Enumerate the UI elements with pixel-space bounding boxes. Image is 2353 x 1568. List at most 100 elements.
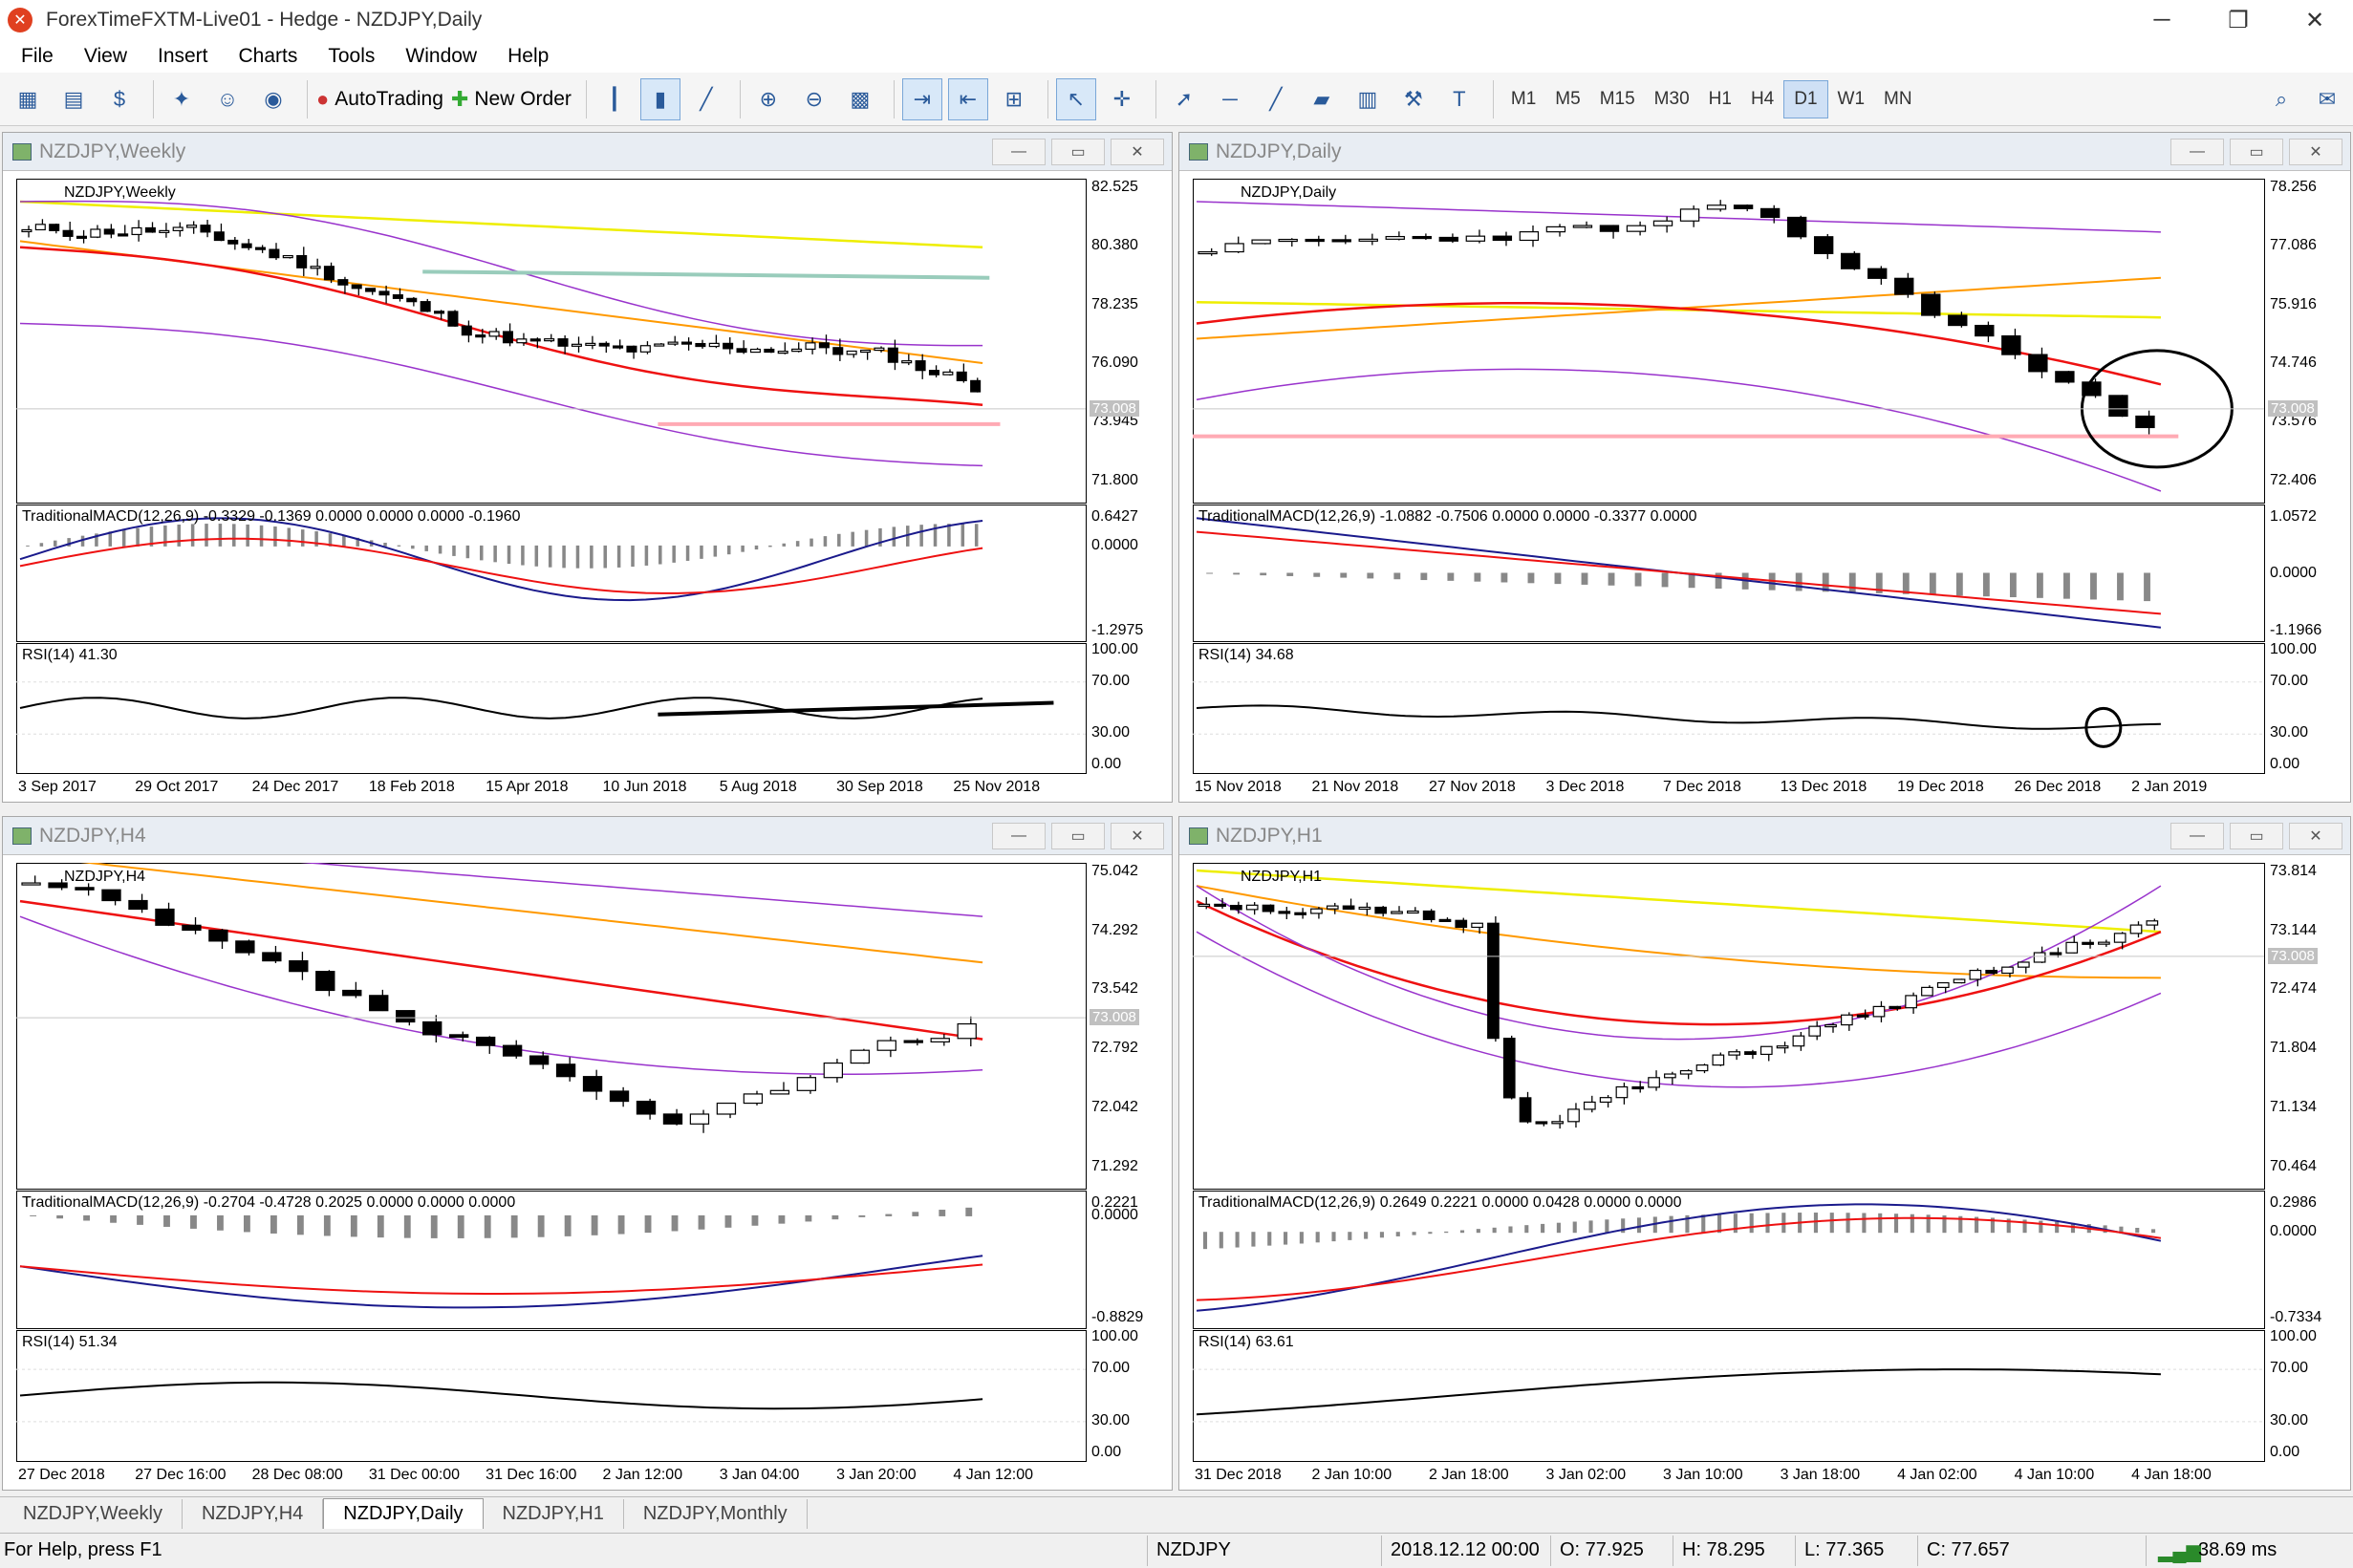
menu-window[interactable]: Window (405, 45, 478, 67)
chat-icon[interactable]: ✉ (2318, 86, 2337, 111)
tf-m5[interactable]: M5 (1555, 88, 1581, 109)
chart-close-button[interactable]: ✕ (1111, 823, 1164, 849)
tf-w1[interactable]: W1 (1837, 88, 1866, 109)
fibonacci-icon[interactable]: ▥ (1357, 86, 1378, 111)
candle (241, 243, 252, 248)
chart-maximize-button[interactable]: ▭ (2230, 823, 2283, 849)
chart-shift-icon[interactable]: ⇤ (947, 77, 988, 120)
candle (2098, 941, 2110, 945)
chart-canvas[interactable] (1193, 179, 2350, 802)
candle (48, 882, 68, 889)
chart-close-button[interactable]: ✕ (2289, 139, 2342, 165)
chart-minimize-button[interactable]: — (2170, 823, 2224, 849)
navigator-icon[interactable]: ✦ (172, 86, 191, 111)
search-icon[interactable]: ⌕ (2275, 86, 2288, 111)
tile-windows-icon[interactable]: ▩ (850, 86, 871, 111)
text-tool-icon[interactable]: T (1453, 86, 1466, 111)
line-chart-icon[interactable]: ╱ (700, 86, 713, 111)
signals-icon[interactable]: ◉ (264, 86, 283, 111)
price-axis-label: 73.814 (2270, 863, 2317, 879)
menu-file[interactable]: File (21, 45, 54, 67)
oscillator-line (19, 517, 983, 602)
macd-bar (858, 1214, 866, 1217)
indicator-line (1196, 300, 2161, 319)
chart-area[interactable]: NZDJPY,Weekly TraditionalMACD(12,26,9) -0… (16, 179, 1172, 802)
zoom-out-icon[interactable]: ⊖ (805, 86, 824, 111)
shapes-icon[interactable]: ⚒ (1404, 86, 1423, 111)
autotrading-button[interactable]: ● AutoTrading (315, 78, 444, 120)
indicators-icon[interactable]: ⊞ (1004, 86, 1024, 111)
tab-h4[interactable]: NZDJPY,H4 (183, 1499, 324, 1529)
title-bar: ✕ ForexTimeFXTM-Live01 - Hedge - NZDJPY,… (0, 0, 2353, 40)
market-watch-icon[interactable]: $ (113, 86, 126, 111)
close-button[interactable]: ✕ (2304, 7, 2325, 33)
cursor-icon[interactable]: ↖ (1055, 77, 1096, 120)
indicator-line (19, 246, 983, 407)
chart-close-button[interactable]: ✕ (1111, 139, 1164, 165)
macd-bar (1975, 1216, 1979, 1234)
menu-charts[interactable]: Charts (238, 45, 298, 67)
channel-icon[interactable]: ▰ (1313, 86, 1330, 111)
minimize-button[interactable]: ─ (2153, 7, 2170, 32)
chart-canvas[interactable] (1193, 863, 2350, 1490)
chart-area[interactable]: NZDJPY,H4 TraditionalMACD(12,26,9) -0.270… (16, 863, 1172, 1490)
menu-insert[interactable]: Insert (157, 45, 208, 67)
tab-weekly[interactable]: NZDJPY,Weekly (4, 1499, 183, 1529)
candle (1824, 1023, 1837, 1028)
macd-bar (218, 524, 223, 547)
candle (420, 301, 431, 312)
chart-maximize-button[interactable]: ▭ (1051, 139, 1105, 165)
candle (502, 331, 513, 344)
candle (2049, 952, 2062, 956)
trendline-icon[interactable]: ╱ (1269, 86, 1283, 111)
chart-area[interactable]: NZDJPY,H1 TraditionalMACD(12,26,9) 0.2649… (1193, 863, 2350, 1490)
candle (1889, 1005, 1902, 1009)
candle (434, 311, 445, 314)
chart-minimize-button[interactable]: — (992, 139, 1046, 165)
bar-chart-icon[interactable]: ┃ (608, 86, 621, 111)
tf-m1[interactable]: M1 (1510, 88, 1537, 109)
time-axis-label: 2 Jan 2019 (2131, 779, 2208, 795)
maximize-button[interactable]: ❐ (2228, 7, 2249, 33)
time-axis-label: 15 Nov 2018 (1195, 779, 1282, 795)
horizontal-line-icon[interactable]: ─ (1222, 86, 1238, 111)
tf-h4[interactable]: H4 (1750, 88, 1775, 109)
candle (1792, 1035, 1805, 1047)
chart-close-button[interactable]: ✕ (2289, 823, 2342, 849)
tf-m15[interactable]: M15 (1599, 88, 1635, 109)
chart-canvas[interactable] (16, 179, 1172, 802)
macd-bar (1412, 1232, 1416, 1235)
price-axis-label: 74.292 (1091, 921, 1138, 938)
menu-tools[interactable]: Tools (328, 45, 376, 67)
tf-mn[interactable]: MN (1884, 88, 1912, 109)
tf-h1[interactable]: H1 (1708, 88, 1732, 109)
tab-h1[interactable]: NZDJPY,H1 (484, 1499, 624, 1529)
zoom-in-icon[interactable]: ⊕ (759, 86, 778, 111)
menu-view[interactable]: View (83, 45, 127, 67)
candle (915, 360, 926, 372)
tf-d1[interactable]: D1 (1783, 79, 1828, 118)
new-order-button[interactable]: ✚ New Order (450, 78, 572, 120)
chart-canvas[interactable] (16, 863, 1172, 1490)
macd-bar (2151, 1229, 2156, 1234)
arrow-tool-icon[interactable]: ➚ (1175, 86, 1194, 111)
candlestick-icon[interactable]: ▮ (639, 77, 680, 120)
new-chart-icon[interactable]: ▦ (17, 86, 38, 111)
profiles-icon[interactable]: ▤ (63, 86, 84, 111)
menu-help[interactable]: Help (507, 45, 550, 67)
crosshair-icon[interactable]: ✛ (1112, 86, 1132, 111)
chart-minimize-button[interactable]: — (992, 823, 1046, 849)
chart-maximize-button[interactable]: ▭ (1051, 823, 1105, 849)
candle (1706, 204, 1727, 210)
macd-axis-label: 0.0000 (1091, 536, 1138, 553)
chart-area[interactable]: NZDJPY,Daily TraditionalMACD(12,26,9) -1.… (1193, 179, 2350, 802)
autoscroll-icon[interactable]: ⇥ (901, 77, 942, 120)
chart-window-titlebar: NZDJPY,H4 — ▭ ✕ (3, 817, 1172, 855)
chart-maximize-button[interactable]: ▭ (2230, 139, 2283, 165)
tf-m30[interactable]: M30 (1653, 88, 1690, 109)
chart-minimize-button[interactable]: — (2170, 139, 2224, 165)
tab-monthly[interactable]: NZDJPY,Monthly (624, 1499, 808, 1529)
terminal-icon[interactable]: ☺ (216, 86, 239, 111)
macd-bar (484, 1214, 491, 1238)
tab-daily[interactable]: NZDJPY,Daily (323, 1498, 484, 1529)
